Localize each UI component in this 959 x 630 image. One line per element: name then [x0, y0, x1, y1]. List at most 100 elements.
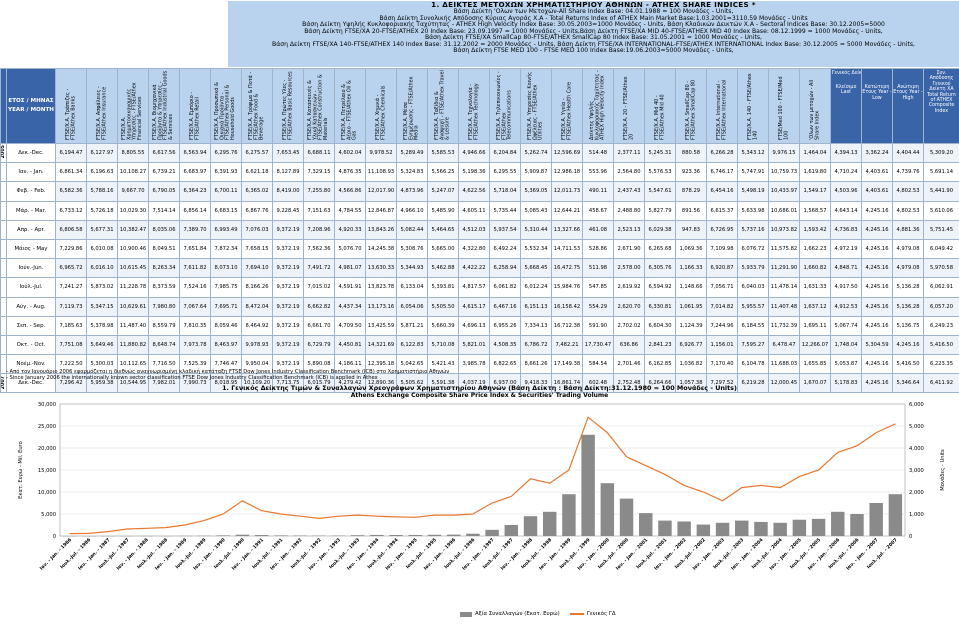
value-cell: 7,334.13 [520, 315, 552, 336]
value-cell: 3,362.24 [861, 142, 893, 164]
month-cell: Μάρ. - Mar. [6, 200, 56, 221]
volume-bar [811, 518, 826, 536]
value-cell: 4,981.07 [334, 258, 366, 279]
value-cell: 6,275.57 [241, 142, 273, 164]
value-cell: 6,926.77 [675, 334, 707, 356]
value-cell: 5,136.28 [892, 296, 924, 317]
value-cell: 5,136.75 [892, 315, 924, 336]
composite-sub-header: Κατώτερη Ετους Year - Low [862, 85, 892, 101]
value-cell: 7,241.27 [55, 277, 87, 298]
value-cell: 7,119.73 [55, 296, 87, 317]
value-cell: 7,595.27 [737, 334, 769, 356]
value-cell: 17,730.47 [582, 334, 614, 356]
value-cell: 6,790.05 [148, 181, 180, 202]
value-cell: 10,108.27 [117, 162, 149, 183]
value-cell: 5,677.31 [86, 219, 118, 240]
chart-title-gr: 1. Γενικός Δείκτης Τιμών & Συναλλαγών Χρ… [222, 384, 737, 392]
value-cell: 4,394.13 [830, 142, 862, 164]
value-cell: 7,694.10 [241, 258, 273, 279]
x-tick-label: Ιαν. - Jan. - 1995 [384, 537, 418, 571]
value-cell: 13,630.33 [365, 258, 397, 279]
x-tick-label: Ιαν. - Jan. - 2005 [768, 537, 802, 571]
column-header: FTSE/X.A. Τράπεζες - FTSE/Athex Banks [55, 68, 87, 144]
year-month-label-gr: ΕΤΟΣ / ΜΗΝΑΣ [8, 98, 54, 104]
value-cell: 5,347.15 [86, 296, 118, 317]
value-cell: 9,978.52 [365, 142, 397, 164]
value-cell: 8,127.89 [272, 162, 304, 183]
value-cell: 10,759.73 [768, 162, 800, 183]
value-cell: 7,651.84 [179, 238, 211, 260]
value-cell: 5,890.08 [303, 354, 335, 375]
column-header: FTSE/X.A. SmallCap 80 - FTSE/Athex Small… [675, 68, 707, 144]
value-cell: 6,196.63 [86, 162, 118, 183]
x-tick-label: Ιαν. - Jan. - 2003 [692, 537, 726, 571]
value-cell: 2,752.48 [613, 373, 645, 394]
value-cell: 2,578.00 [613, 258, 645, 279]
value-cell: 7,658.15 [241, 238, 273, 260]
value-cell: 5,873.02 [86, 277, 118, 298]
year-month-label-en: YEAR / MONTH [8, 107, 54, 113]
value-cell: 6,492.24 [489, 238, 521, 260]
value-cell: 12,890.36 [365, 373, 397, 394]
value-cell: 6,726.95 [706, 219, 738, 240]
value-cell: 5,691.14 [923, 162, 959, 183]
y-left-tick-label: 15,000 [38, 468, 56, 474]
column-header-label: FTSE/X.A. Χημικά - FTSE/Athex Chemicals [374, 85, 386, 140]
value-cell: 4,422.22 [458, 258, 490, 279]
value-cell: 1,670.07 [799, 373, 831, 394]
header-line: Βάση Δείκτη FTSE/XA 20-FTSE/ATHEX 20 Ind… [304, 27, 883, 35]
x-tick-label: Ιαν. - Jan. - 1997 [461, 537, 495, 571]
value-cell: 554.29 [582, 296, 614, 317]
value-cell: 6,016.10 [86, 258, 118, 279]
value-cell: 7,255.80 [303, 181, 335, 202]
value-cell: 6,184.55 [737, 315, 769, 336]
column-header-label: FTSE/Med 100 - FTSE/Med 100 [777, 76, 789, 140]
value-cell: 8,559.79 [148, 315, 180, 336]
value-cell: 5,076.70 [334, 238, 366, 260]
value-cell: 5,737.16 [737, 219, 769, 240]
value-cell: 6,683.15 [210, 200, 242, 221]
y-right-tick-label: 3,000 [909, 468, 924, 474]
composite-sub-header: Κλείσιμο Last [835, 84, 857, 96]
column-header: FTSE/X.A. Χρηματοοικονομικές Υπηρεσίες -… [117, 68, 149, 144]
value-cell: 7,389.70 [179, 219, 211, 240]
value-cell: 1,148.66 [675, 277, 707, 298]
value-cell: 9,372.19 [272, 258, 304, 279]
composite-index-header: Ανώτερη Ετους Year - High [892, 68, 924, 144]
value-cell: 5,747.91 [737, 162, 769, 183]
month-cell: Δεκ.-Dec. [6, 142, 56, 164]
value-cell: 4,602.04 [334, 142, 366, 164]
year-cell: 2005 [0, 142, 7, 164]
value-cell: 2,619.92 [613, 277, 645, 298]
month-cell: Αύγ. - Aug. [6, 296, 56, 317]
value-cell: 5,498.19 [737, 181, 769, 202]
value-cell: 547.85 [582, 277, 614, 298]
value-cell: 11,575.82 [768, 238, 800, 260]
column-header: FTSE/X.A. Χημικά - FTSE/Athex Chemicals [365, 68, 397, 144]
value-cell: 8,073.10 [210, 258, 242, 279]
column-header-label: FTSE/X.A. Τεχνολογία - FTSE/Athex Techno… [467, 83, 479, 140]
value-cell: 4,817.57 [458, 277, 490, 298]
value-cell: 5,378.98 [86, 315, 118, 336]
value-cell: 17,149.38 [551, 354, 583, 375]
value-cell: 9,372.19 [272, 334, 304, 356]
value-cell: 5,505.62 [396, 373, 428, 394]
value-cell: 5,247.07 [427, 181, 459, 202]
value-cell: 16,158.42 [551, 296, 583, 317]
value-cell: 11,228.78 [117, 277, 149, 298]
value-cell: 9,950.04 [241, 354, 273, 375]
volume-bar [485, 529, 499, 536]
value-cell: 5,585.53 [427, 142, 459, 164]
value-cell: 6,454.16 [706, 181, 738, 202]
value-cell: 4,403.61 [861, 181, 893, 202]
table-row: Ιούν.-Jun. 6,965.72 6,016.10 10,615.45 8,263… [0, 258, 959, 279]
value-cell: 6,786.72 [520, 334, 552, 356]
value-cell: 6,305.76 [644, 258, 676, 279]
y-left-tick-label: 0 [53, 534, 56, 540]
value-cell: 2,841.23 [644, 334, 676, 356]
value-cell: 7,491.72 [303, 258, 335, 279]
value-cell: 12,986.18 [551, 162, 583, 183]
table-row: 2007 Δεκ.-Dec. 7,296.42 5,959.38 10,544.95 7,… [0, 373, 959, 394]
value-cell: 602.48 [582, 373, 614, 394]
volume-bar [639, 513, 653, 536]
